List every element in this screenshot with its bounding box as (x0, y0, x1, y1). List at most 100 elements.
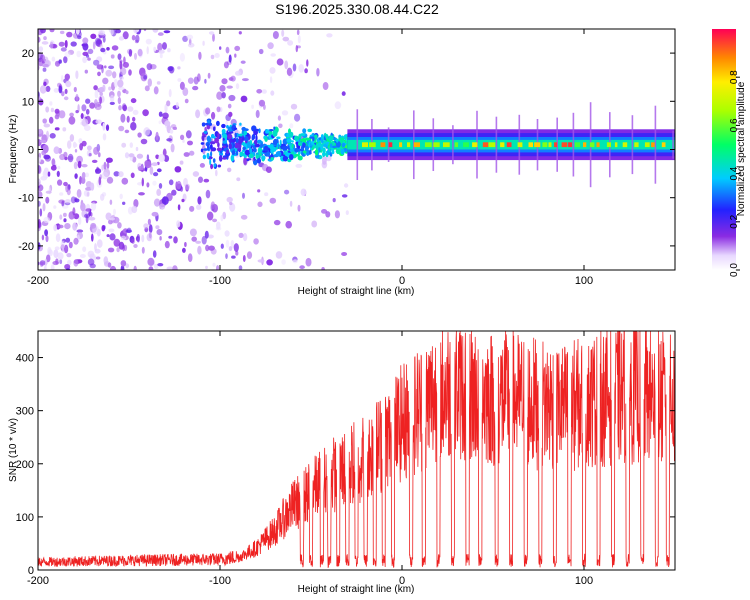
spectrogram-noise-blob (166, 266, 174, 270)
spectrogram-noise-blob (105, 124, 110, 131)
spectrogram-noise-blob (134, 52, 137, 60)
spectrogram-noise-blob (88, 216, 96, 221)
spectrogram-noise-blob (93, 255, 97, 261)
snr-frame (37, 330, 676, 571)
spectrogram-noise-blob (216, 91, 223, 100)
spectrogram-peak-mark (380, 142, 386, 148)
spectrogram-transition-blob (273, 138, 278, 146)
spectrogram-noise-blob (128, 153, 135, 158)
spectrogram-noise-blob (64, 199, 71, 204)
spectrogram-noise-blob (242, 233, 248, 242)
spectrogram-peak-mark (634, 142, 639, 148)
spectrogram-noise-blob (75, 29, 80, 35)
spectrogram-noise-blob (38, 96, 41, 101)
spectrogram-noise-blob (125, 90, 129, 95)
spectrogram-noise-blob (321, 267, 325, 270)
spectrogram-peak-mark (500, 142, 505, 148)
spectrogram-ytick-label: -10 (18, 193, 34, 205)
spectrogram-noise-blob (207, 211, 214, 221)
spectrogram-noise-blob (121, 177, 129, 185)
spectrogram-noise-blob (67, 153, 74, 163)
spectrogram-noise-blob (281, 29, 285, 37)
spectrogram-noise-blob (63, 218, 67, 223)
spectrogram-noise-blob (77, 160, 82, 169)
spectrogram-transition-blob (233, 127, 238, 130)
spectrogram-noise-blob (104, 65, 107, 69)
spectrogram-noise-blob (95, 168, 102, 174)
spectrogram-noise-blob (81, 118, 89, 127)
spectrogram-noise-blob (180, 134, 185, 140)
spectrogram-noise-blob (163, 30, 171, 34)
spectrogram-noise-blob (45, 196, 50, 204)
spectrogram-noise-blob (251, 104, 255, 110)
spectrogram-noise-blob (103, 256, 109, 265)
spectrogram-noise-blob (81, 164, 88, 168)
spectrogram-noise-blob (207, 234, 214, 239)
spectrogram-noise-blob (64, 51, 71, 58)
spectrogram-noise-blob (38, 184, 44, 192)
snr-ytick-label: 200 (16, 459, 34, 471)
spectrogram-transition-blob (277, 144, 281, 147)
spectrogram-noise-blob (47, 171, 51, 177)
spectrogram-noise-blob (38, 139, 42, 147)
spectrogram-peak-mark (561, 142, 568, 148)
spectrogram-noise-blob (282, 36, 290, 42)
spectrogram-transition-blob (309, 136, 315, 139)
spectrogram-noise-blob (128, 69, 132, 76)
spectrogram-transition-blob (237, 148, 242, 152)
spectrogram-transition-blob (226, 149, 230, 155)
spectrogram-noise-blob (177, 78, 182, 82)
spectrogram-peak-mark (606, 142, 611, 148)
spectrogram-noise-blob (230, 240, 235, 248)
spectrogram-streak (495, 116, 498, 173)
spectrogram-noise-blob (147, 257, 155, 266)
spectrogram-transition-blob (272, 130, 278, 137)
snr-background (38, 331, 675, 570)
spectrogram-noise-blob (38, 128, 43, 135)
spectrogram-noise-blob (48, 116, 54, 124)
spectrogram-transition-blob (230, 154, 235, 162)
spectrogram-noise-blob (164, 103, 168, 113)
spectrogram-noise-blob (171, 189, 177, 196)
spectrogram-noise-blob (38, 165, 42, 175)
spectrogram-transition-blob (253, 156, 256, 161)
spectrogram-noise-blob (39, 260, 46, 266)
spectrogram-noise-blob (197, 196, 202, 205)
spectrogram-peak-mark (614, 142, 618, 148)
spectrogram-transition-blob (253, 148, 257, 153)
spectrogram-noise-blob (227, 103, 232, 109)
spectrogram-noise-blob (58, 199, 66, 204)
spectrogram-noise-blob (325, 211, 331, 218)
spectrogram-noise-blob (143, 75, 148, 80)
spectrogram-noise-blob (181, 198, 185, 203)
spectrogram-peak-mark (622, 142, 628, 148)
spectrogram-noise-blob (109, 199, 113, 205)
spectrogram-noise-blob (50, 264, 55, 270)
spectrogram-noise-blob (242, 255, 246, 262)
spectrogram-noise-blob (158, 153, 166, 162)
spectrogram-noise-blob (173, 236, 178, 244)
spectrogram-noise-blob (54, 246, 60, 251)
spectrogram-transition-blob (249, 148, 253, 154)
spectrogram-transition-blob (242, 146, 246, 151)
spectrogram-transition-blob (228, 143, 232, 150)
spectrogram-noise-blob (167, 48, 171, 53)
spectrogram-peak-mark (596, 142, 600, 148)
spectrogram-noise-blob (82, 42, 89, 51)
spectrogram-noise-blob (118, 86, 125, 91)
spectrogram-noise-blob (144, 85, 150, 92)
spectrogram-noise-blob (59, 259, 63, 265)
spectrogram-noise-blob (107, 262, 112, 268)
spectrogram-noise-blob (148, 224, 153, 234)
spectrogram-noise-blob (70, 41, 77, 47)
spectrogram-noise-blob (272, 31, 279, 39)
spectrogram-noise-blob (140, 138, 148, 145)
spectrogram-noise-blob (170, 143, 175, 153)
spectrogram-ytick-label: 0 (28, 145, 34, 157)
spectrogram-noise-blob (118, 36, 125, 41)
spectrogram-noise-blob (234, 45, 241, 52)
spectrogram-noise-blob (257, 201, 263, 208)
spectrogram-noise-blob (42, 203, 46, 212)
spectrogram-noise-blob (53, 205, 57, 209)
spectrogram-noise-blob (82, 56, 87, 64)
